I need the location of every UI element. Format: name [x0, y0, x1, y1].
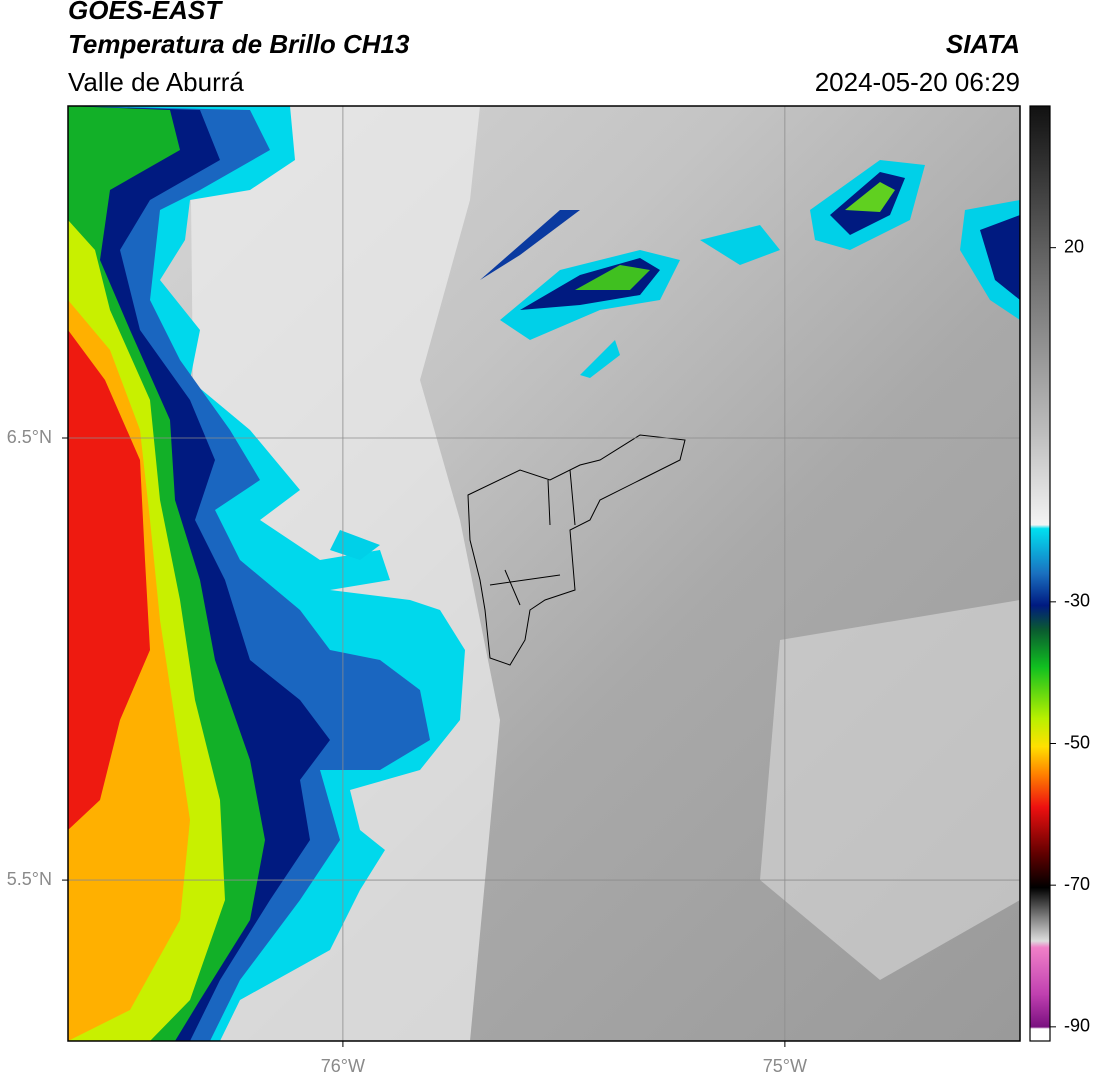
grid	[68, 106, 1020, 1041]
x-tick-label: 76°W	[321, 1056, 365, 1076]
map-frame	[67, 105, 1021, 1042]
y-tick-label: 6.5°N	[7, 427, 52, 447]
colorbar-tick-label: -50	[1064, 732, 1090, 752]
source: SIATA	[946, 29, 1020, 59]
title: GOES-EAST	[68, 0, 223, 25]
datetime: 2024-05-20 06:29	[815, 67, 1020, 97]
colorbar	[1029, 105, 1051, 1042]
y-tick-label: 5.5°N	[7, 869, 52, 889]
satellite-image	[68, 106, 1020, 1041]
colorbar-tick-label: -70	[1064, 874, 1090, 894]
subtitle: Temperatura de Brillo CH13	[68, 29, 410, 59]
region: Valle de Aburrá	[68, 67, 244, 97]
colorbar-tick-label: -90	[1064, 1016, 1090, 1036]
colorbar-tick-label: -30	[1064, 591, 1090, 611]
colorbar-tick-label: 20	[1064, 236, 1084, 256]
x-tick-label: 75°W	[763, 1056, 807, 1076]
